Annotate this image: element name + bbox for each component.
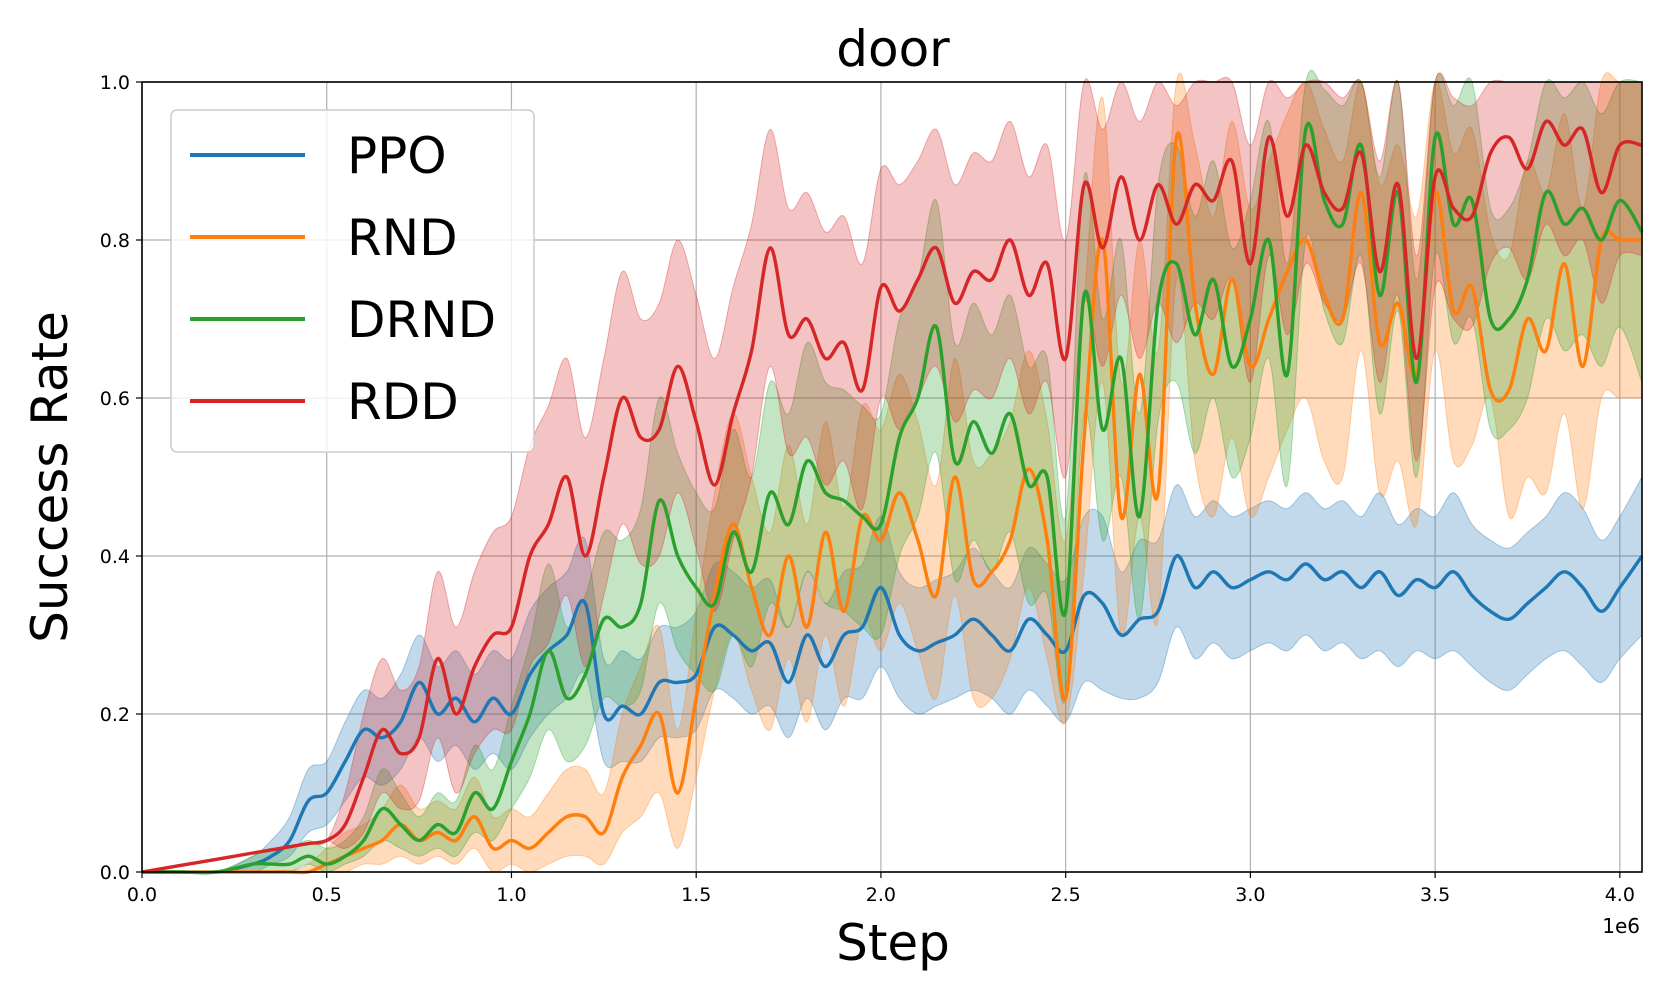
x-tick-label: 2.5: [1051, 884, 1081, 906]
x-tick-label: 2.0: [866, 884, 896, 906]
x-tick-label: 4.0: [1605, 884, 1635, 906]
rnd-line: [142, 131, 1642, 875]
x-tick-label: 3.5: [1420, 884, 1450, 906]
legend-box: [170, 109, 535, 453]
ppo-line: [142, 554, 1644, 875]
y-tick-label: 0.4: [100, 546, 130, 568]
chart-title: door: [836, 20, 950, 78]
x-tick-label: 0.0: [127, 884, 157, 906]
y-tick-label: 0.0: [100, 862, 130, 884]
x-axis-title: Step: [836, 914, 950, 972]
legend-label-rdd: RDD: [347, 373, 459, 431]
x-tick-label: 1.0: [496, 884, 526, 906]
legend-entries: PPO RND DRND RDD: [190, 127, 496, 431]
y-tick-label: 0.8: [100, 230, 130, 252]
rdd-line: [141, 119, 1643, 874]
x-tick-label: 1.5: [681, 884, 711, 906]
x-offset-label: 1e6: [1602, 914, 1640, 938]
rdd-confidence-band: [141, 72, 1643, 873]
plot-frame: [141, 81, 1643, 873]
legend: PPO RND DRND RDD: [170, 109, 535, 453]
y-axis-ticks: 0.0 0.2 0.4 0.6 0.8 1.0: [100, 72, 142, 884]
legend-label-rnd: RND: [347, 209, 458, 267]
y-tick-label: 0.6: [100, 388, 130, 410]
series-lines: [141, 119, 1644, 875]
legend-label-drnd: DRND: [347, 291, 496, 349]
legend-label-ppo: PPO: [347, 127, 447, 185]
x-tick-label: 0.5: [312, 884, 342, 906]
x-tick-label: 3.0: [1235, 884, 1265, 906]
y-tick-label: 0.2: [100, 704, 130, 726]
x-axis-ticks: 0.0 0.5 1.0 1.5 2.0 2.5 3.0 3.5 4.0: [127, 872, 1635, 906]
y-tick-label: 1.0: [100, 72, 130, 94]
y-axis-title: Success Rate: [21, 311, 79, 643]
